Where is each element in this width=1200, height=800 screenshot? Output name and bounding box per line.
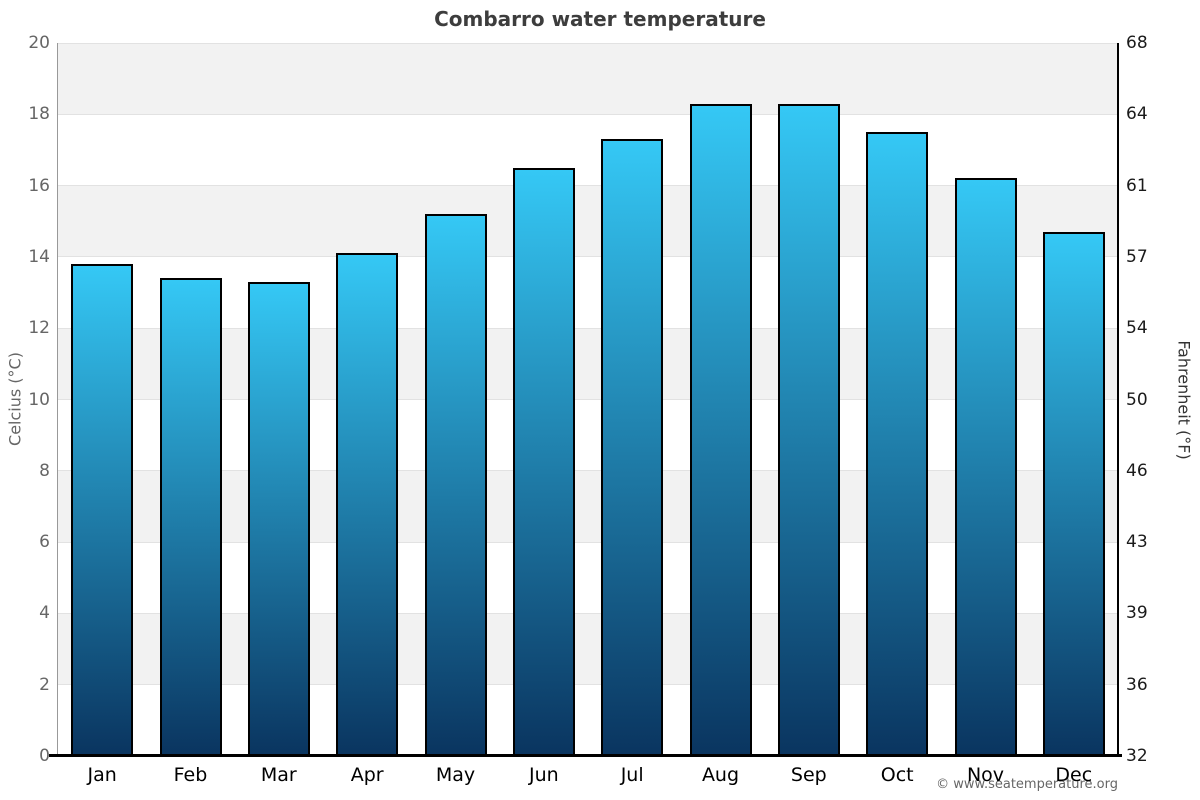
y-tick-fahrenheit-57: 57 — [1126, 246, 1148, 267]
x-tick-jan: Jan — [87, 764, 117, 786]
y-tick-celsius-4: 4 — [39, 603, 50, 624]
y-tick-celsius-12: 12 — [28, 318, 50, 339]
bar-sep[interactable] — [777, 103, 840, 756]
y-tick-fahrenheit-32: 32 — [1126, 746, 1148, 766]
x-tick-mar: Mar — [260, 764, 297, 786]
bar-apr[interactable] — [336, 253, 399, 756]
y-tick-fahrenheit-39: 39 — [1126, 603, 1148, 624]
bar-mar[interactable] — [247, 281, 310, 756]
gridline — [58, 185, 1118, 187]
x-tick-feb: Feb — [173, 764, 208, 786]
bar-oct[interactable] — [866, 132, 929, 756]
y-tick-fahrenheit-43: 43 — [1126, 532, 1148, 553]
x-tick-jun: Jun — [528, 764, 559, 786]
y-tick-fahrenheit-46: 46 — [1126, 460, 1148, 481]
gridline — [58, 684, 1118, 686]
gridline — [58, 541, 1118, 543]
gridline — [58, 42, 1118, 44]
chart-title: Combarro water temperature — [434, 7, 766, 31]
y-tick-fahrenheit-50: 50 — [1126, 389, 1148, 410]
gridline — [58, 612, 1118, 614]
y-axis-right-line — [1117, 43, 1119, 756]
gridline — [58, 256, 1118, 258]
y-tick-celsius-8: 8 — [39, 460, 50, 481]
x-tick-dec: Dec — [1055, 764, 1093, 786]
y-tick-fahrenheit-61: 61 — [1126, 175, 1148, 196]
x-tick-jul: Jul — [620, 764, 644, 786]
gridline — [58, 399, 1118, 400]
grid-band — [58, 185, 1118, 257]
y-tick-celsius-10: 10 — [28, 389, 50, 410]
y-tick-celsius-16: 16 — [28, 175, 50, 196]
y-tick-celsius-14: 14 — [28, 246, 50, 267]
plot-area — [58, 42, 1118, 756]
watermark: © www.seatemperature.org — [936, 777, 1118, 792]
bar-dec[interactable] — [1042, 231, 1105, 756]
x-axis-line — [49, 754, 1122, 757]
y-tick-fahrenheit-68: 68 — [1126, 33, 1148, 53]
y-tick-celsius-0: 0 — [39, 746, 50, 766]
gridline — [58, 327, 1118, 329]
grid-band — [58, 613, 1118, 685]
x-tick-aug: Aug — [701, 764, 740, 786]
bar-aug[interactable] — [689, 103, 752, 756]
gridline — [58, 470, 1118, 472]
y-tick-fahrenheit-36: 36 — [1126, 674, 1148, 695]
y-tick-fahrenheit-64: 64 — [1126, 104, 1148, 125]
bar-feb[interactable] — [159, 278, 222, 756]
bar-jun[interactable] — [512, 167, 575, 756]
bar-may[interactable] — [424, 214, 487, 756]
x-tick-nov: Nov — [966, 764, 1005, 786]
x-tick-may: May — [435, 764, 476, 786]
y-tick-celsius-18: 18 — [28, 104, 50, 125]
grid-band — [58, 328, 1118, 400]
bar-jul[interactable] — [601, 139, 664, 756]
grid-band — [58, 470, 1118, 543]
y-tick-celsius-6: 6 — [39, 532, 50, 553]
grid-band — [58, 43, 1118, 115]
bar-jan[interactable] — [71, 264, 134, 756]
x-tick-sep: Sep — [790, 764, 827, 786]
y-tick-celsius-20: 20 — [28, 33, 50, 53]
y-tick-fahrenheit-54: 54 — [1126, 318, 1148, 339]
bar-nov[interactable] — [954, 178, 1017, 756]
x-tick-apr: Apr — [350, 764, 384, 786]
y-axis-left-line — [57, 43, 58, 756]
x-tick-oct: Oct — [880, 764, 914, 786]
y-tick-celsius-2: 2 — [39, 674, 50, 695]
gridline — [58, 113, 1118, 115]
